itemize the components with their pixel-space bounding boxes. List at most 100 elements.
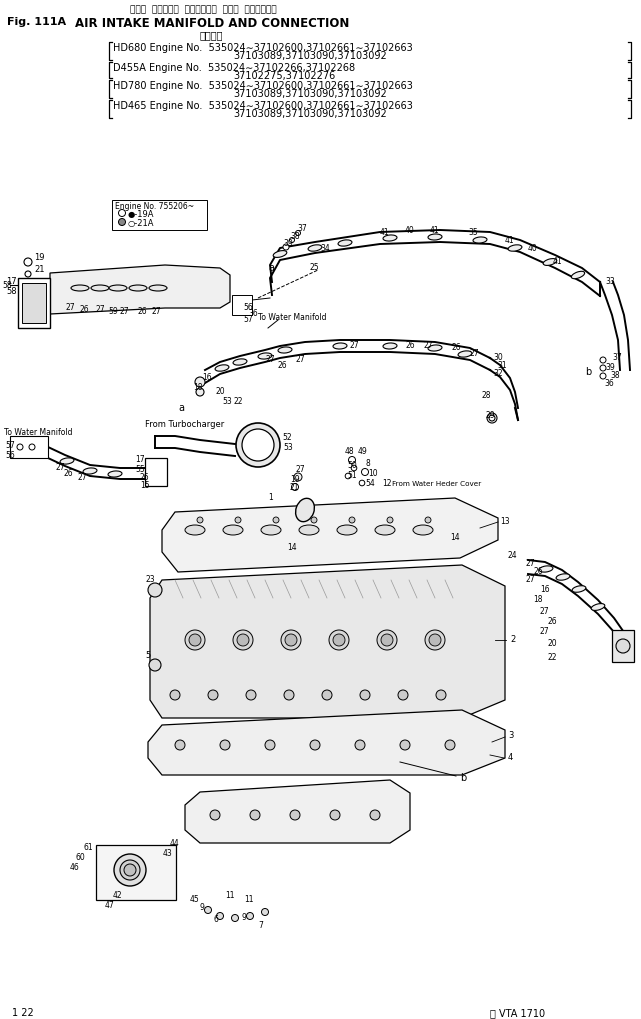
Text: 60: 60: [76, 854, 86, 862]
Text: 13: 13: [500, 518, 510, 527]
Text: 16: 16: [202, 374, 212, 382]
Text: 5: 5: [145, 650, 150, 659]
Text: b: b: [585, 367, 591, 377]
Text: エアー  インテーク  マニホールド  および  コネクション: エアー インテーク マニホールド および コネクション: [130, 5, 277, 14]
Polygon shape: [148, 710, 505, 775]
Text: 38: 38: [290, 231, 299, 240]
Ellipse shape: [215, 365, 229, 371]
Text: 57: 57: [5, 441, 15, 450]
Text: 9: 9: [242, 913, 247, 922]
Circle shape: [290, 810, 300, 820]
Text: ⓘ VTA 1710: ⓘ VTA 1710: [490, 1008, 545, 1018]
Ellipse shape: [428, 234, 442, 240]
Text: 16: 16: [540, 586, 549, 594]
Ellipse shape: [338, 239, 352, 247]
Ellipse shape: [129, 285, 147, 291]
Circle shape: [273, 517, 279, 523]
Text: 48: 48: [345, 447, 354, 457]
Text: 26: 26: [140, 474, 149, 483]
Circle shape: [425, 517, 431, 523]
Circle shape: [148, 583, 162, 597]
Circle shape: [170, 690, 180, 700]
Text: 14: 14: [287, 543, 297, 552]
Circle shape: [310, 740, 320, 750]
Circle shape: [149, 659, 161, 671]
Text: 7: 7: [258, 920, 263, 929]
Circle shape: [242, 429, 274, 461]
Text: 37103089,37103090,37103092: 37103089,37103090,37103092: [233, 109, 387, 119]
Ellipse shape: [91, 285, 109, 291]
Circle shape: [217, 912, 224, 919]
Circle shape: [616, 639, 630, 653]
Circle shape: [285, 634, 297, 646]
Text: 37103089,37103090,37103092: 37103089,37103090,37103092: [233, 51, 387, 61]
Text: 29: 29: [486, 411, 495, 420]
Text: 19: 19: [290, 475, 299, 483]
Text: 適用号機: 適用号機: [200, 30, 224, 40]
Circle shape: [322, 690, 332, 700]
Circle shape: [25, 271, 31, 277]
Text: 20: 20: [548, 640, 558, 648]
Text: 32: 32: [493, 370, 503, 378]
Text: 2: 2: [510, 636, 515, 644]
Circle shape: [247, 912, 253, 919]
Ellipse shape: [60, 458, 74, 464]
Circle shape: [237, 634, 249, 646]
Text: 30: 30: [493, 354, 503, 363]
Circle shape: [197, 517, 203, 523]
Text: 37: 37: [612, 354, 622, 363]
Ellipse shape: [149, 285, 167, 291]
Text: 27: 27: [120, 307, 129, 316]
Text: 41: 41: [380, 227, 390, 236]
Polygon shape: [44, 265, 230, 314]
Text: 20: 20: [215, 387, 224, 396]
Circle shape: [425, 630, 445, 650]
Text: 33: 33: [605, 277, 615, 286]
Circle shape: [290, 237, 294, 243]
Ellipse shape: [591, 603, 605, 610]
Bar: [232, 294, 252, 315]
Circle shape: [17, 444, 23, 450]
Text: 49: 49: [358, 447, 368, 457]
Bar: [612, 630, 634, 662]
Circle shape: [349, 517, 355, 523]
Text: 27: 27: [525, 559, 535, 569]
Circle shape: [398, 690, 408, 700]
Ellipse shape: [258, 353, 272, 359]
Polygon shape: [162, 498, 498, 572]
Circle shape: [600, 365, 606, 371]
Text: 3: 3: [508, 731, 513, 740]
Circle shape: [231, 914, 238, 921]
Text: 25: 25: [310, 264, 320, 272]
Text: 9: 9: [200, 903, 205, 912]
Text: 26: 26: [452, 343, 462, 353]
Text: 41: 41: [430, 225, 440, 234]
Text: 34: 34: [320, 244, 329, 253]
Circle shape: [445, 740, 455, 750]
Text: 26: 26: [63, 469, 72, 478]
Circle shape: [24, 258, 32, 266]
Circle shape: [487, 413, 497, 423]
Text: 56: 56: [243, 303, 253, 312]
Text: 42: 42: [113, 891, 122, 900]
Polygon shape: [185, 780, 410, 843]
Text: 8: 8: [365, 460, 370, 469]
Circle shape: [381, 634, 393, 646]
Text: 59: 59: [108, 307, 118, 316]
Ellipse shape: [233, 359, 247, 365]
Text: 58: 58: [6, 287, 17, 297]
Text: 51: 51: [347, 471, 356, 480]
Circle shape: [250, 810, 260, 820]
Circle shape: [119, 210, 126, 216]
Ellipse shape: [571, 271, 585, 279]
Ellipse shape: [109, 285, 127, 291]
Text: 27: 27: [55, 463, 65, 472]
Text: 36: 36: [604, 378, 613, 387]
Text: 11: 11: [244, 896, 253, 905]
Text: 27: 27: [265, 356, 274, 365]
Text: ●-19A: ●-19A: [128, 210, 154, 219]
Circle shape: [351, 466, 357, 471]
Text: 41: 41: [505, 235, 515, 245]
Text: 45: 45: [190, 896, 200, 905]
Circle shape: [195, 377, 205, 387]
